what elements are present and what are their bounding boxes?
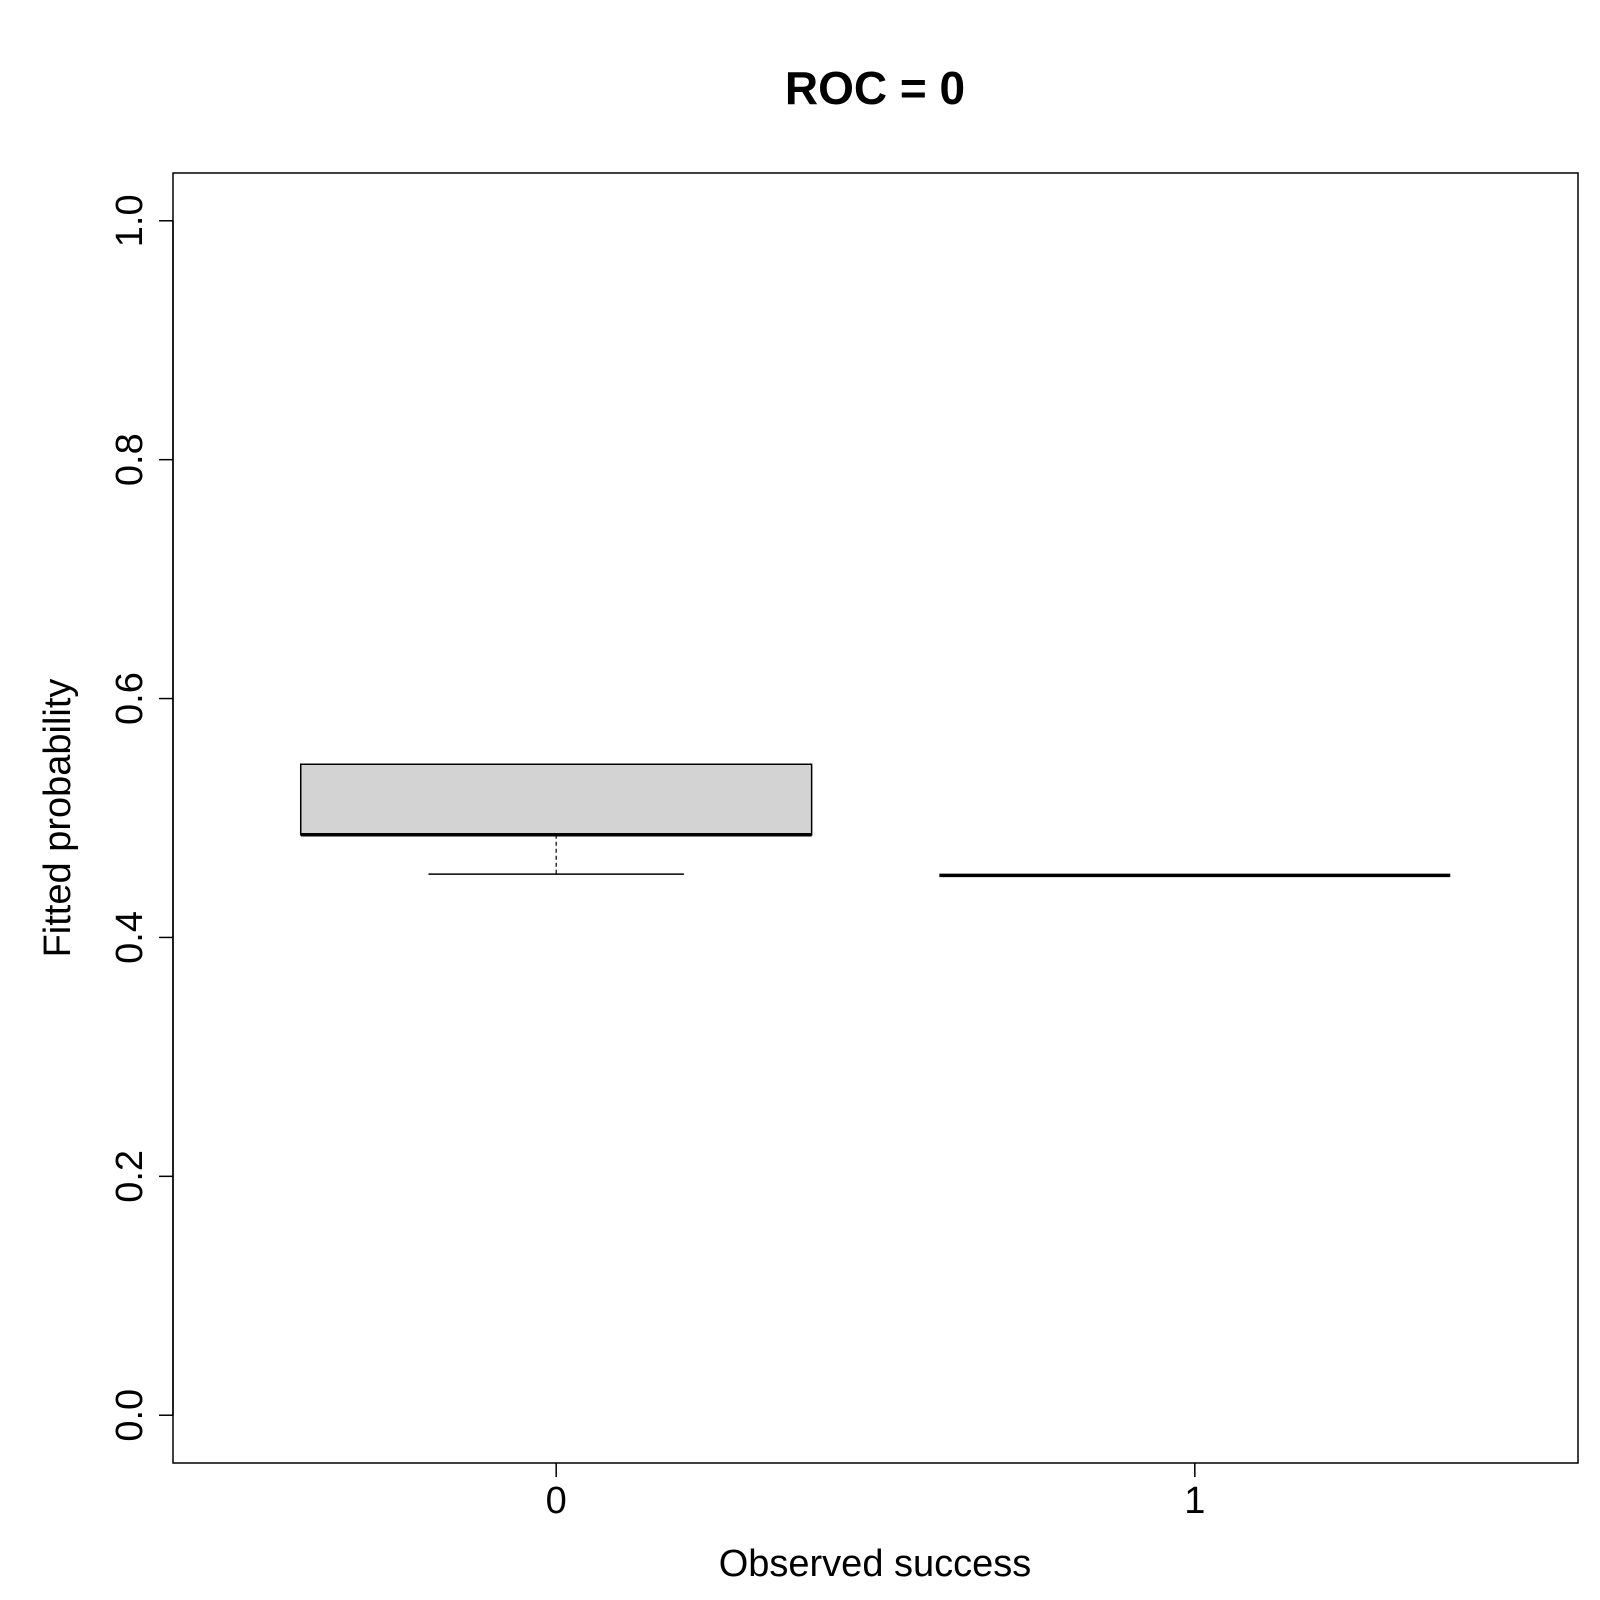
y-tick-label: 0.0 (109, 1389, 151, 1442)
y-tick-label: 0.8 (109, 433, 151, 486)
y-axis: 0.0 0.2 0.4 0.6 0.8 1.0 (109, 194, 174, 1442)
y-tick-label: 1.0 (109, 194, 151, 247)
y-tick-label: 0.4 (109, 911, 151, 964)
box-body (299, 763, 813, 836)
boxes-group (299, 763, 1451, 878)
x-tick-label: 0 (546, 1480, 567, 1522)
x-tick-label: 1 (1184, 1480, 1205, 1522)
x-axis-label: Observed success (719, 1543, 1032, 1585)
y-tick-label: 0.6 (109, 672, 151, 725)
y-axis-label: Fitted probability (37, 679, 79, 958)
chart-title: ROC = 0 (785, 62, 965, 114)
y-tick-label: 0.2 (109, 1150, 151, 1203)
